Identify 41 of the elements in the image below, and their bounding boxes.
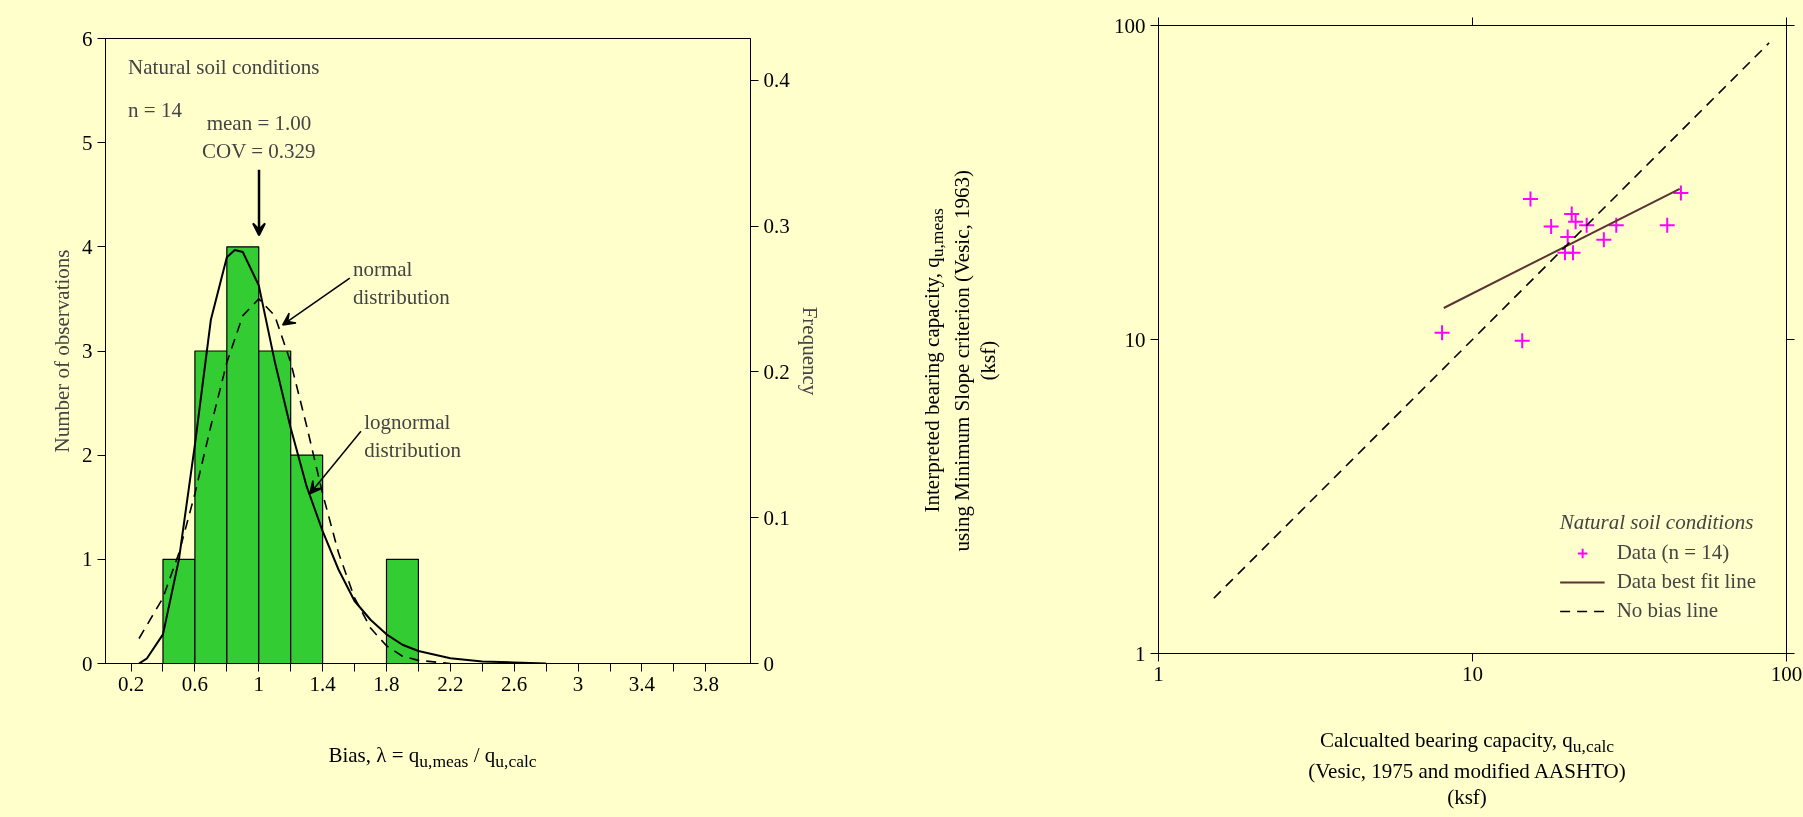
x-tick-label: 3	[572, 671, 584, 696]
x-tick-label: 1.4	[309, 671, 337, 696]
y-tick-label: 1	[1135, 641, 1146, 666]
y-tick-label: 1	[82, 547, 93, 572]
x-tick-label: 1.8	[373, 671, 400, 696]
annotation: lognormal distribution	[364, 409, 462, 463]
x-axis-title: Calcualted bearing capacity, q$_{u,calc}$ (Vesic, 1975 and modified AASHTO) (ksf)	[1308, 727, 1626, 811]
x-tick-label: 1	[253, 671, 265, 696]
x-axis-title: Bias, λ = q$_{u,meas}$ / q$_{u,calc}$	[328, 742, 537, 774]
legend-title: Natural soil conditions	[1559, 510, 1755, 535]
x-tick-label: 3.8	[692, 671, 719, 696]
y-axis-title: Number of observations	[50, 249, 74, 453]
annotation: n = 14	[128, 98, 183, 123]
y2-tick-label: 0.3	[763, 214, 790, 239]
y-tick-label: 2	[82, 443, 93, 468]
annotation: mean = 1.00 COV = 0.329	[202, 110, 316, 164]
y-tick-label: 6	[82, 26, 93, 51]
x-tick-label: 100	[1770, 661, 1803, 686]
y-tick-label: 0	[82, 651, 93, 676]
y2-tick-label: 0.2	[763, 359, 790, 384]
y-tick-label: 3	[82, 339, 93, 363]
x-tick-label: 0.6	[181, 671, 209, 696]
legend-label: Data best fit line	[1616, 569, 1756, 594]
y-tick-label: 100	[1114, 13, 1146, 38]
annotation: normal distribution	[352, 256, 451, 310]
y2-tick-label: 0.4	[763, 68, 791, 93]
x-tick-label: 1	[1153, 661, 1164, 686]
y-tick-label: 10	[1124, 327, 1146, 352]
x-tick-label: 2.6	[501, 671, 528, 696]
annotation: Natural soil conditions	[128, 54, 320, 79]
y2-axis-title: Frequency	[797, 306, 822, 396]
y-tick-label: 5	[82, 130, 93, 155]
y2-tick-label: 0.1	[763, 505, 790, 530]
y-tick-label: 4	[82, 234, 93, 259]
legend-label: No bias line	[1616, 598, 1719, 623]
x-tick-label: 2.2	[437, 671, 464, 696]
x-tick-label: 10	[1462, 661, 1483, 686]
legend-label: Data (n = 14)	[1616, 540, 1730, 565]
x-tick-label: 0.2	[117, 671, 145, 696]
y2-tick-label: 0	[763, 651, 774, 676]
x-tick-label: 3.4	[628, 671, 656, 696]
